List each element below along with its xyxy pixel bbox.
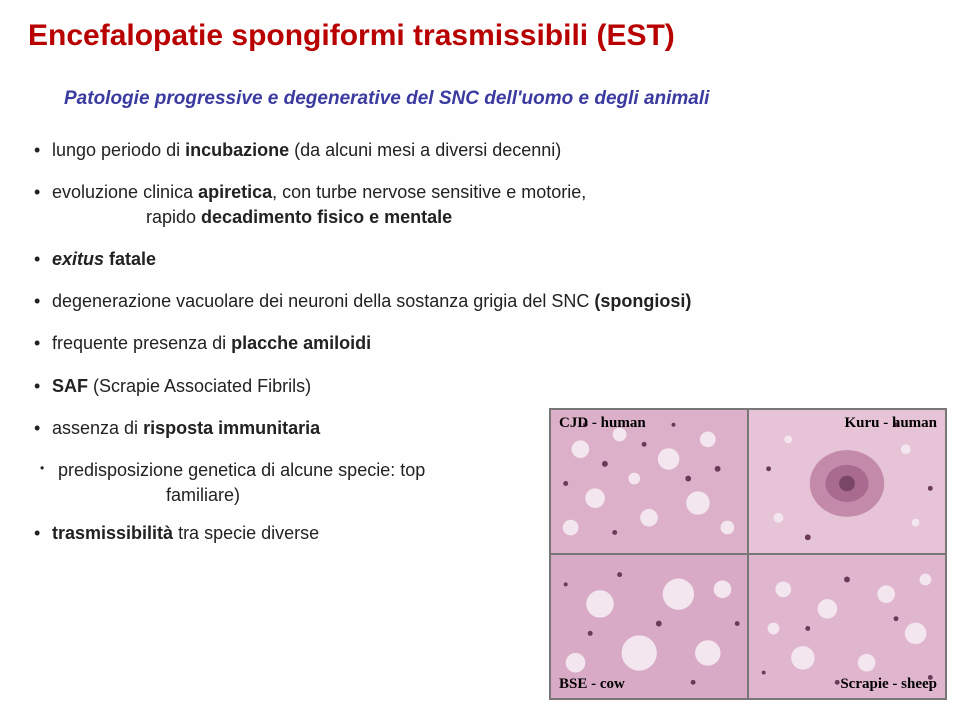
text: frequente presenza di — [52, 333, 231, 353]
text: , con turbe nervose sensitive e motorie, — [272, 182, 586, 202]
grid-cell-kuru: Kuru - human — [748, 409, 946, 554]
text: assenza di — [52, 418, 143, 438]
slide-subtitle: Patologie progressive e degenerative del… — [64, 88, 931, 110]
grid-label-bse: BSE - cow — [557, 675, 627, 694]
text-bold: trasmissibilità — [52, 523, 173, 543]
text-italic: exitus — [52, 249, 104, 269]
grid-label-scrapie: Scrapie - sheep — [838, 675, 939, 694]
histology-grid: CJD - human Kuru - human — [549, 408, 947, 700]
bullet-list: lungo periodo di incubazione (da alcuni … — [34, 138, 931, 440]
grid-label-kuru: Kuru - human — [842, 414, 939, 433]
text-bold: incubazione — [185, 140, 289, 160]
grid-cell-scrapie: Scrapie - sheep — [748, 554, 946, 699]
bullet-item: SAF (Scrapie Associated Fibrils) — [34, 374, 931, 398]
text: (da alcuni mesi a diversi decenni) — [289, 140, 561, 160]
bullet-item: frequente presenza di placche amiloidi — [34, 331, 931, 355]
text-bold: placche amiloidi — [231, 333, 371, 353]
text-bold: decadimento fisico e mentale — [201, 207, 452, 227]
bullet-item: exitus fatale — [34, 247, 931, 271]
text-bold: (spongiosi) — [594, 291, 691, 311]
slide-title: Encefalopatie spongiformi trasmissibili … — [28, 18, 931, 54]
grid-label-cjd: CJD - human — [557, 414, 648, 433]
text: (Scrapie Associated Fibrils) — [88, 376, 311, 396]
text: fatale — [104, 249, 156, 269]
text-bold: apiretica — [198, 182, 272, 202]
bullet-item: evoluzione clinica apiretica, con turbe … — [34, 180, 931, 229]
text: rapido — [146, 207, 201, 227]
bullet-item: degenerazione vacuolare dei neuroni dell… — [34, 289, 931, 313]
text-bold: SAF — [52, 376, 88, 396]
grid-cell-bse: BSE - cow — [550, 554, 748, 699]
grid-cell-cjd: CJD - human — [550, 409, 748, 554]
text: evoluzione clinica — [52, 182, 198, 202]
text: tra specie diverse — [173, 523, 319, 543]
text: degenerazione vacuolare dei neuroni dell… — [52, 291, 594, 311]
text: predisposizione genetica di alcune speci… — [58, 460, 425, 480]
text-bold: risposta immunitaria — [143, 418, 320, 438]
bullet-item: lungo periodo di incubazione (da alcuni … — [34, 138, 931, 162]
text: lungo periodo di — [52, 140, 185, 160]
